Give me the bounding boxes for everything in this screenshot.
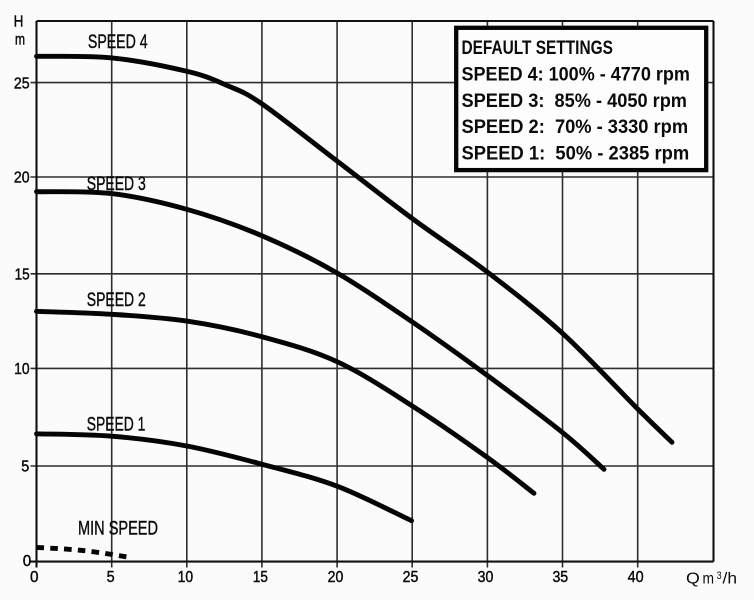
svg-text:m: m xyxy=(703,571,715,588)
svg-text:3: 3 xyxy=(717,570,722,582)
svg-text:10: 10 xyxy=(14,361,30,378)
svg-text:m: m xyxy=(15,31,25,48)
svg-text:10: 10 xyxy=(178,569,194,586)
svg-text:35: 35 xyxy=(552,569,568,586)
svg-text:15: 15 xyxy=(15,267,30,284)
svg-text:H: H xyxy=(14,14,24,31)
svg-text:SPEED 1: SPEED 1 xyxy=(87,415,146,436)
svg-text:DEFAULT SETTINGS: DEFAULT SETTINGS xyxy=(462,37,613,59)
svg-text:SPEED 1: 50% - 2385 rpm: SPEED 1: 50% - 2385 rpm xyxy=(462,143,690,165)
svg-text:0: 0 xyxy=(23,553,32,570)
svg-text:MIN SPEED: MIN SPEED xyxy=(78,519,158,540)
svg-text:0: 0 xyxy=(30,569,39,586)
svg-text:SPEED 2: SPEED 2 xyxy=(87,290,146,311)
svg-text:Q: Q xyxy=(686,571,700,588)
svg-text:40: 40 xyxy=(628,569,644,586)
svg-text:SPEED 4: SPEED 4 xyxy=(88,32,148,53)
svg-text:25: 25 xyxy=(14,75,30,92)
svg-text:SPEED 3: SPEED 3 xyxy=(87,174,146,195)
svg-text:15: 15 xyxy=(253,569,268,586)
svg-text:SPEED 3: 85% - 4050 rpm: SPEED 3: 85% - 4050 rpm xyxy=(462,90,688,112)
svg-text:SPEED 2: 70% - 3330 rpm: SPEED 2: 70% - 3330 rpm xyxy=(462,116,689,138)
svg-text:20: 20 xyxy=(14,170,30,187)
svg-text:SPEED 4: 100% - 4770 rpm: SPEED 4: 100% - 4770 rpm xyxy=(462,63,690,85)
svg-text:25: 25 xyxy=(403,569,419,586)
svg-text:5: 5 xyxy=(107,569,115,586)
svg-text:/h: /h xyxy=(723,571,738,588)
svg-text:20: 20 xyxy=(328,569,344,586)
svg-text:30: 30 xyxy=(478,569,494,586)
svg-text:5: 5 xyxy=(21,459,29,476)
